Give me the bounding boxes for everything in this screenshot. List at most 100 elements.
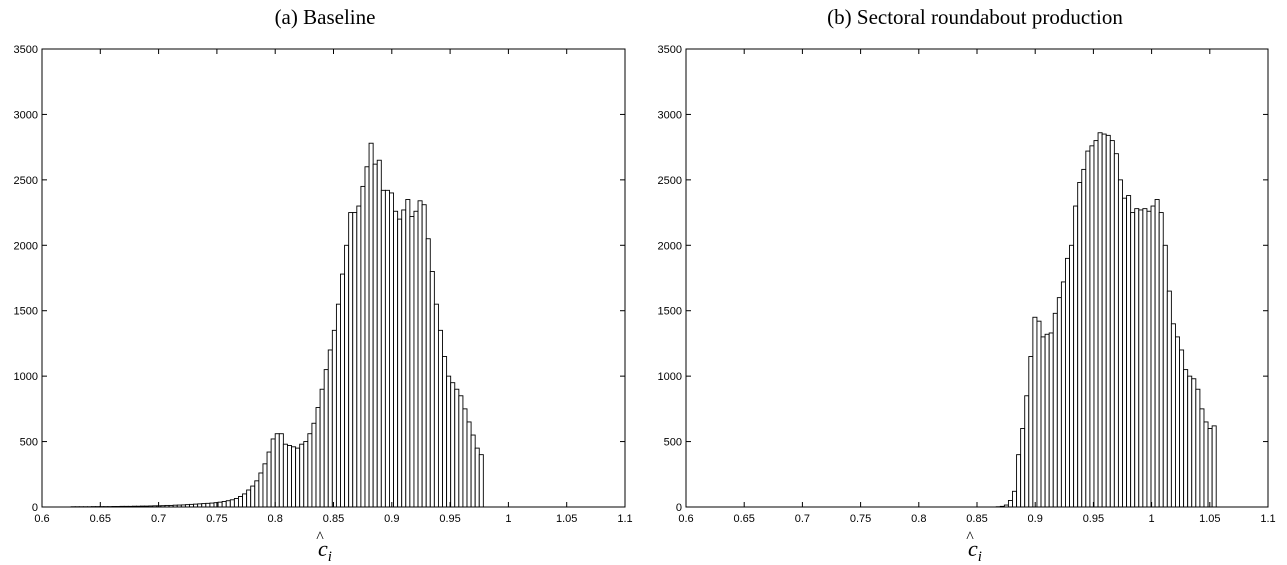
panel-b-bar bbox=[1081, 168, 1087, 508]
panel-b-bar bbox=[1069, 244, 1075, 508]
panel-b-xlabel-sub: i bbox=[978, 549, 982, 565]
panel-a-xtick-label: 1.1 bbox=[617, 513, 632, 525]
panel-b-bar bbox=[1007, 500, 1013, 508]
panel-a-bar bbox=[340, 273, 346, 508]
panel-a-bar bbox=[442, 356, 448, 508]
panel-a-bar bbox=[299, 443, 305, 508]
panel-b-xtick-label: 1.1 bbox=[1260, 513, 1275, 525]
panel-a-bar bbox=[384, 189, 390, 508]
panel-b-xtick-label: 0.65 bbox=[733, 513, 754, 525]
panel-b-xtick-label: 0.7 bbox=[795, 513, 810, 525]
panel-b-bar bbox=[1065, 257, 1070, 508]
panel-b-bar bbox=[1211, 425, 1217, 508]
panel-b-bar bbox=[1142, 208, 1148, 508]
panel-a-bar bbox=[323, 369, 329, 508]
panel-b-bar bbox=[1122, 197, 1128, 508]
panel-a-bar bbox=[205, 502, 211, 508]
panel-b-bar bbox=[1012, 490, 1018, 508]
panel-b-xtick-label: 0.95 bbox=[1083, 513, 1104, 525]
panel-b-bar bbox=[1134, 208, 1140, 508]
panel-a-bar bbox=[233, 498, 239, 508]
panel-a-bar bbox=[282, 443, 288, 508]
panel-a-bar bbox=[331, 329, 337, 508]
panel-b-bar bbox=[1146, 210, 1152, 508]
panel-a-bar bbox=[286, 445, 292, 508]
panel-a-bar bbox=[266, 451, 272, 508]
panel-b-bar bbox=[1187, 375, 1193, 508]
panel-a-ytick-label: 0 bbox=[32, 502, 38, 514]
panel-b-bar bbox=[1170, 323, 1176, 508]
panel-b-bar bbox=[1138, 209, 1144, 508]
panel-a-bar bbox=[246, 489, 252, 508]
panel-a-bar bbox=[372, 163, 378, 508]
panel-a-bar bbox=[454, 388, 460, 508]
panel-a-bar bbox=[250, 485, 256, 508]
panel-a-bar bbox=[433, 303, 439, 508]
panel-b-bar bbox=[1085, 150, 1091, 508]
panel-a-bar bbox=[446, 375, 452, 508]
panel-b-bar bbox=[1158, 212, 1164, 508]
panel-a-bar bbox=[291, 446, 297, 508]
panel-b-bar bbox=[1024, 395, 1030, 508]
panel-b-ytick-label: 2500 bbox=[658, 175, 682, 187]
panel-b-bar bbox=[1060, 281, 1066, 508]
panel-a-bar bbox=[376, 159, 382, 508]
panel-a-bar bbox=[413, 210, 419, 508]
panel-a-bar bbox=[209, 502, 215, 508]
panel-b: (b) Sectoral roundabout production 0.6 0.… bbox=[658, 5, 1276, 565]
panel-a-xtick-label: 0.65 bbox=[90, 513, 111, 525]
panel-b-xtick-label: 1.05 bbox=[1199, 513, 1220, 525]
panel-b-bar bbox=[1150, 205, 1156, 508]
panel-b-plot: 0.6 0.65 0.7 0.75 0.8 0.85 0.9 0.95 1 1.05 1.1 0 500… bbox=[658, 44, 1276, 525]
panel-a-bar bbox=[315, 407, 321, 508]
panel-a-xtick-label: 1.05 bbox=[556, 513, 577, 525]
panel-b-bar bbox=[1179, 349, 1185, 508]
panel-a-bar bbox=[474, 447, 480, 508]
panel-b-xlabel-c: c bbox=[968, 536, 978, 561]
panel-b-bar bbox=[1154, 199, 1160, 508]
panel-a-bar bbox=[405, 199, 411, 508]
panel-a-bar bbox=[393, 210, 399, 508]
panel-a-bar bbox=[319, 388, 325, 508]
panel-a-xlabel-c: c bbox=[318, 536, 328, 561]
panel-b-ytick-label: 3500 bbox=[658, 44, 682, 56]
panel-a-bar bbox=[368, 142, 374, 508]
panel-b-xtick-label: 0.6 bbox=[678, 513, 693, 525]
panel-a-bar bbox=[437, 329, 443, 508]
panel-a-bar bbox=[478, 454, 484, 508]
panel-a-ytick-label: 1500 bbox=[14, 306, 38, 318]
panel-b-bar bbox=[1016, 454, 1022, 508]
panel-b-bar bbox=[1195, 388, 1201, 508]
panel-a-bar bbox=[311, 422, 317, 508]
panel-a-bar bbox=[242, 493, 248, 508]
panel-b-bar bbox=[1077, 182, 1083, 508]
panel-b-xtick-label: 0.85 bbox=[966, 513, 987, 525]
panel-a-bar bbox=[327, 349, 333, 508]
panel-a-xtick-label: 0.6 bbox=[34, 513, 49, 525]
panel-b-ytick-label: 3000 bbox=[658, 109, 682, 121]
panel-b-bar bbox=[1117, 179, 1123, 508]
panel-b-bar bbox=[1109, 140, 1115, 508]
panel-b-bar bbox=[1073, 205, 1079, 508]
panel-a-xtick-label: 0.75 bbox=[206, 513, 227, 525]
panel-a-ytick-label: 2000 bbox=[14, 240, 38, 252]
panel-b-bar bbox=[1162, 244, 1168, 508]
panel-b-bar bbox=[1044, 333, 1050, 508]
panel-b-bar bbox=[1036, 320, 1042, 508]
panel-b-title: (b) Sectoral roundabout production bbox=[827, 5, 1123, 29]
panel-b-ytick-label: 0 bbox=[676, 502, 682, 514]
panel-a-bar bbox=[425, 238, 431, 508]
panel-a-title: (a) Baseline bbox=[275, 5, 376, 29]
panel-a-xtick-label: 0.85 bbox=[323, 513, 344, 525]
panel-b-bar bbox=[1207, 428, 1213, 508]
panel-a-bar bbox=[450, 382, 456, 508]
panel-a-bar bbox=[364, 166, 370, 508]
panel-a-bar bbox=[295, 447, 301, 508]
panel-b-bar bbox=[1020, 428, 1026, 508]
panel-b-bar bbox=[1191, 378, 1197, 508]
panel-b-bar bbox=[1089, 145, 1095, 508]
panel-a-bar bbox=[458, 395, 464, 508]
panel-b-bar bbox=[1175, 336, 1180, 508]
panel-a-ytick-label: 1000 bbox=[14, 371, 38, 383]
panel-a-bar bbox=[221, 501, 227, 508]
